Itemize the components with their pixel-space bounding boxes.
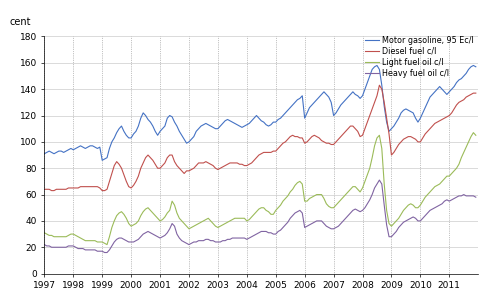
Light fuel oil c/l — [208, 219, 213, 223]
Light fuel oil c/l — [92, 239, 98, 243]
Motor gasoline, 95 Ec/l — [463, 71, 469, 75]
Diesel fuel c/l — [377, 83, 383, 87]
Motor gasoline, 95 Ec/l — [429, 93, 435, 96]
Heavy fuel oil c/l — [429, 207, 435, 211]
Light fuel oil c/l — [104, 243, 110, 247]
Line: Light fuel oil c/l: Light fuel oil c/l — [44, 133, 476, 245]
Line: Motor gasoline, 95 Ec/l: Motor gasoline, 95 Ec/l — [44, 65, 476, 160]
Heavy fuel oil c/l — [92, 248, 98, 252]
Heavy fuel oil c/l — [463, 194, 469, 198]
Diesel fuel c/l — [41, 188, 47, 191]
Line: Heavy fuel oil c/l: Heavy fuel oil c/l — [44, 180, 476, 253]
Line: Diesel fuel c/l: Diesel fuel c/l — [44, 85, 476, 191]
Motor gasoline, 95 Ec/l — [99, 158, 105, 162]
Motor gasoline, 95 Ec/l — [92, 145, 98, 149]
Heavy fuel oil c/l — [473, 195, 479, 199]
Light fuel oil c/l — [461, 150, 467, 154]
Light fuel oil c/l — [470, 131, 476, 134]
Motor gasoline, 95 Ec/l — [133, 130, 139, 133]
Light fuel oil c/l — [473, 133, 479, 137]
Heavy fuel oil c/l — [133, 239, 139, 243]
Legend: Motor gasoline, 95 Ec/l, Diesel fuel c/l, Light fuel oil c/l, Heavy fuel oil c/l: Motor gasoline, 95 Ec/l, Diesel fuel c/l… — [365, 36, 474, 78]
Diesel fuel c/l — [208, 162, 213, 166]
Diesel fuel c/l — [95, 185, 101, 188]
Text: cent: cent — [10, 17, 32, 27]
Diesel fuel c/l — [49, 189, 55, 192]
Heavy fuel oil c/l — [102, 251, 107, 254]
Light fuel oil c/l — [41, 231, 47, 235]
Motor gasoline, 95 Ec/l — [49, 150, 55, 154]
Heavy fuel oil c/l — [208, 239, 213, 243]
Light fuel oil c/l — [133, 222, 139, 225]
Heavy fuel oil c/l — [41, 243, 47, 247]
Motor gasoline, 95 Ec/l — [473, 65, 479, 69]
Diesel fuel c/l — [463, 95, 469, 99]
Heavy fuel oil c/l — [377, 178, 383, 182]
Diesel fuel c/l — [51, 189, 57, 192]
Diesel fuel c/l — [473, 91, 479, 95]
Diesel fuel c/l — [133, 180, 139, 183]
Motor gasoline, 95 Ec/l — [374, 64, 380, 67]
Light fuel oil c/l — [427, 190, 433, 194]
Heavy fuel oil c/l — [49, 245, 55, 249]
Diesel fuel c/l — [429, 124, 435, 128]
Motor gasoline, 95 Ec/l — [41, 152, 47, 156]
Light fuel oil c/l — [49, 233, 55, 237]
Motor gasoline, 95 Ec/l — [208, 124, 213, 128]
